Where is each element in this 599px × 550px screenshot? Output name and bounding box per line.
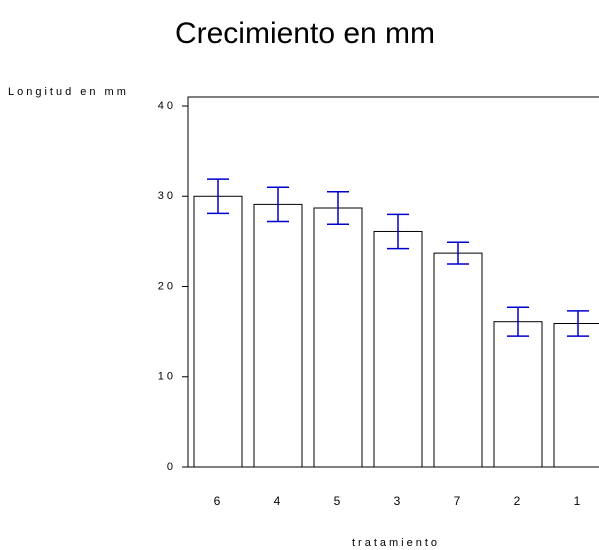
bar [193,195,243,468]
error-bar [567,310,589,337]
bar [553,323,599,468]
error-bar [327,191,349,225]
y-tick-label: 10 [158,371,176,383]
y-axis-label: Longitud en mm [8,86,129,98]
error-bar [267,186,289,223]
error-bar [207,178,229,215]
x-tick-label: 2 [514,494,521,508]
bar [433,252,483,468]
x-tick-label: 4 [274,494,281,508]
bar [373,230,423,468]
y-tick-label: 40 [158,100,176,112]
error-bar [447,241,469,265]
x-tick-label: 6 [214,494,221,508]
x-tick-label: 7 [454,494,461,508]
x-axis-label: tratamiento [352,537,440,549]
error-bar [387,213,409,250]
x-tick-label: 1 [574,494,581,508]
bar [253,203,303,468]
bar [493,321,543,468]
x-tick-label: 3 [394,494,401,508]
y-tick-label: 0 [167,461,176,473]
error-bar [507,306,529,337]
chart-title: Crecimiento en mm [175,17,435,50]
bar [313,207,363,468]
x-tick-label: 5 [334,494,341,508]
y-tick-label: 20 [158,280,176,292]
y-tick-label: 30 [158,190,176,202]
